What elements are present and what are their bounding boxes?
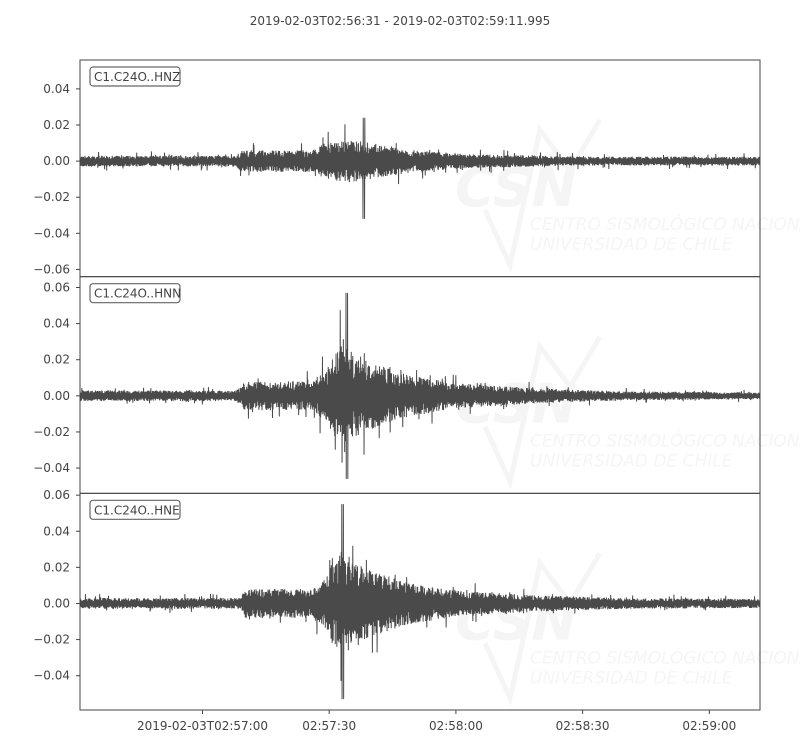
y-tick-label: −0.06	[33, 262, 70, 276]
y-tick-label: 0.00	[43, 596, 70, 610]
y-tick-label: 0.04	[43, 82, 70, 96]
waveform-line	[79, 292, 761, 479]
trace-label: C1.C24O..HNE	[89, 499, 181, 520]
x-tick-label: 02:59:00	[682, 719, 736, 733]
y-tick-label: 0.04	[43, 317, 70, 331]
svg-text:UNIVERSIDAD DE CHILE: UNIVERSIDAD DE CHILE	[530, 235, 733, 255]
y-tick-label: 0.04	[43, 524, 70, 538]
y-tick-label: −0.02	[33, 425, 70, 439]
y-tick-label: −0.04	[33, 226, 70, 240]
axes-frame	[79, 492, 761, 711]
y-tick-label: 0.06	[43, 281, 70, 295]
svg-text:CENTRO SISMOLÓGICO NACIONAL: CENTRO SISMOLÓGICO NACIONAL	[530, 213, 800, 235]
svg-text:CSN: CSN	[455, 373, 577, 436]
y-tick-label: 0.00	[43, 154, 70, 168]
trace-label: C1.C24O..HNN	[89, 283, 181, 304]
waveform-line	[79, 504, 761, 700]
y-tick-label: −0.04	[33, 461, 70, 475]
y-tick-label: −0.02	[33, 633, 70, 647]
x-tick-label: 2019-02-03T02:57:00	[137, 719, 268, 733]
svg-text:CENTRO SISMOLÓGICO NACIONAL: CENTRO SISMOLÓGICO NACIONAL	[530, 646, 800, 668]
y-tick-label: 0.06	[43, 488, 70, 502]
svg-text:CENTRO SISMOLÓGICO NACIONAL: CENTRO SISMOLÓGICO NACIONAL	[530, 430, 800, 452]
svg-text:UNIVERSIDAD DE CHILE: UNIVERSIDAD DE CHILE	[530, 668, 733, 688]
waveform-line	[79, 117, 761, 219]
y-tick-label: 0.02	[43, 560, 70, 574]
chart-title: 2019-02-03T02:56:31 - 2019-02-03T02:59:1…	[250, 14, 551, 28]
svg-text:C1.C24O..HNE: C1.C24O..HNE	[94, 503, 180, 517]
x-tick-label: 02:58:00	[429, 719, 483, 733]
y-tick-label: −0.04	[33, 669, 70, 683]
trace-label: C1.C24O..HNZ	[89, 66, 181, 87]
svg-text:UNIVERSIDAD DE CHILE: UNIVERSIDAD DE CHILE	[530, 452, 733, 472]
x-tick-label: 02:58:30	[556, 719, 610, 733]
y-tick-label: −0.02	[33, 190, 70, 204]
y-tick-label: 0.02	[43, 353, 70, 367]
y-tick-label: 0.00	[43, 389, 70, 403]
x-tick-label: 02:57:30	[302, 719, 356, 733]
svg-text:C1.C24O..HNZ: C1.C24O..HNZ	[94, 70, 180, 84]
y-tick-label: 0.02	[43, 118, 70, 132]
svg-text:C1.C24O..HNN: C1.C24O..HNN	[94, 287, 181, 301]
